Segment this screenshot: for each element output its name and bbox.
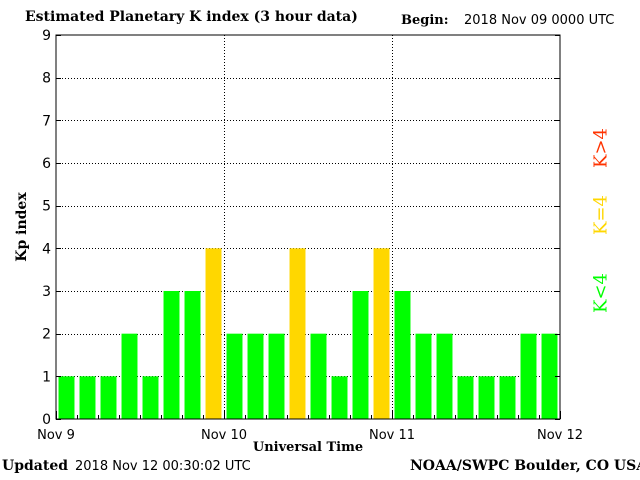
kp-bar [436, 333, 453, 419]
kp-bar [79, 376, 96, 419]
kp-bar [205, 248, 222, 419]
y-tick-label: 0 [42, 412, 51, 428]
kp-bar [520, 333, 537, 419]
kp-bar [226, 333, 243, 419]
kp-bar [289, 248, 306, 419]
plot-frame [55, 34, 561, 420]
kp-bar [268, 333, 285, 419]
kp-bar [373, 248, 390, 419]
kp-bar [478, 376, 495, 419]
begin-label: Begin: [401, 13, 449, 28]
y-tick-label: 9 [42, 28, 51, 44]
grid-lines [56, 35, 560, 419]
x-axis-label: Universal Time [252, 440, 364, 455]
x-tick-label: Nov 12 [537, 428, 583, 443]
y-tick-label: 2 [42, 327, 51, 343]
kp-bar [352, 291, 369, 419]
kp-bar [457, 376, 474, 419]
x-tick-label: Nov 9 [37, 428, 75, 443]
y-tick-label: 7 [42, 113, 51, 129]
updated-label: Updated [2, 458, 69, 474]
kp-bar [184, 291, 201, 419]
y-tick-label: 3 [42, 284, 51, 300]
y-tick-label: 1 [42, 369, 51, 385]
x-tick-label: Nov 11 [369, 428, 415, 443]
bar-series [58, 248, 558, 419]
kp-bar [310, 333, 327, 419]
chart-title: Estimated Planetary K index (3 hour data… [25, 9, 358, 25]
begin-value: 2018 Nov 09 0000 UTC [464, 13, 615, 28]
kp-bar [415, 333, 432, 419]
kp-bar [247, 333, 264, 419]
axis-ticks: 0 1 2 3 4 5 6 7 8 9 Nov 9 Nov 10 Nov 11 Nov 12 [37, 28, 583, 443]
y-tick-label: 8 [42, 71, 51, 87]
kp-bar [100, 376, 117, 419]
x-tick-label: Nov 10 [201, 428, 247, 443]
y-tick-label: 5 [42, 199, 51, 215]
kp-bar [163, 291, 180, 419]
kp-bar [58, 376, 75, 419]
y-tick-label: 4 [42, 241, 51, 257]
kp-bar [331, 376, 348, 419]
kp-bar [541, 333, 558, 419]
credit-text: NOAA/SWPC Boulder, CO USA [410, 458, 640, 474]
kp-bar [394, 291, 411, 419]
kp-bar [499, 376, 516, 419]
kp-bar [142, 376, 159, 419]
y-tick-label: 6 [42, 156, 51, 172]
kp-bar [121, 333, 138, 419]
updated-value: 2018 Nov 12 00:30:02 UTC [75, 459, 251, 474]
